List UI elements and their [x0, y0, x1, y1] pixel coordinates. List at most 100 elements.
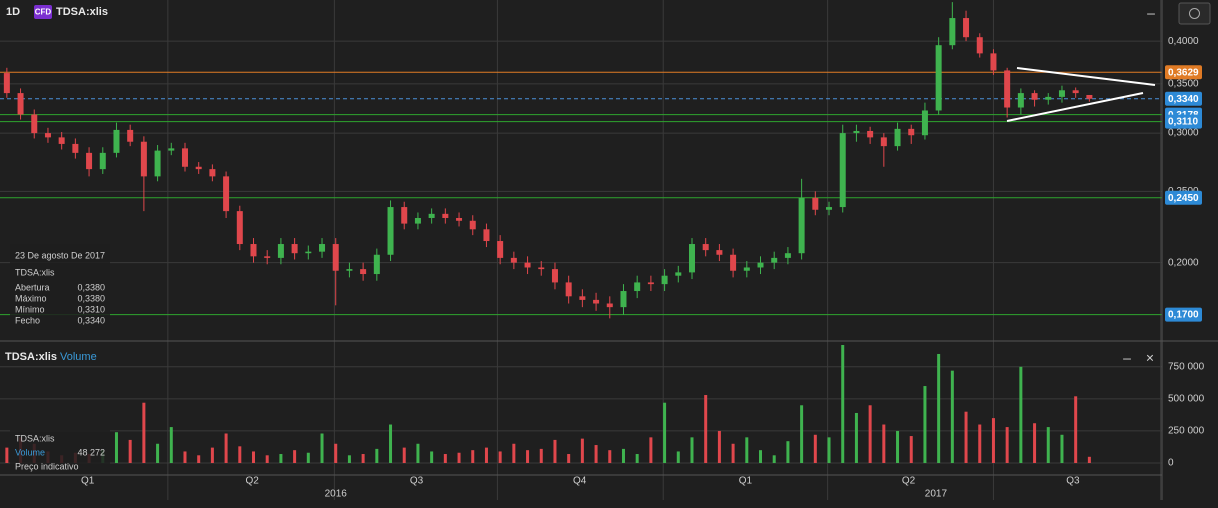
candle-body: [702, 244, 709, 251]
volume-bar: [1033, 423, 1037, 463]
volume-bar: [279, 454, 283, 463]
candle-body: [387, 207, 394, 255]
candle-body: [277, 244, 284, 258]
volume-bar: [471, 450, 475, 463]
volume-bar: [813, 434, 817, 463]
volume-symbol: TDSA:xlis: [5, 351, 57, 363]
volume-info-value: 48 272: [77, 447, 105, 457]
candle-body: [332, 244, 339, 271]
candle-body: [1072, 90, 1079, 94]
volume-bar: [649, 437, 653, 463]
volume-bar: [882, 424, 886, 463]
volume-bar: [484, 447, 488, 463]
candle-body: [771, 257, 778, 263]
volume-bar: [745, 437, 749, 463]
volume-bar: [210, 447, 214, 463]
candle-body: [1058, 90, 1065, 97]
level-label: 0,1700: [1168, 310, 1199, 321]
candle-body: [1004, 70, 1011, 108]
volume-bar: [621, 448, 625, 463]
volume-bar: [293, 450, 297, 463]
volume-bar: [265, 455, 269, 463]
trend-line: [1006, 92, 1144, 122]
symbol: TDSA:xlis: [56, 6, 108, 18]
level-label-bg: [1165, 190, 1202, 205]
candle-body: [1045, 96, 1052, 100]
candle-body: [510, 257, 517, 263]
candle-body: [44, 133, 51, 138]
volume-info-label: Volume: [15, 447, 45, 457]
volume-bar: [457, 452, 461, 463]
volume-bar: [1005, 427, 1009, 463]
candle-body: [401, 207, 408, 224]
candle-body: [1086, 94, 1093, 99]
volume-bar: [991, 418, 995, 463]
volume-bar: [937, 353, 941, 463]
volume-bar: [5, 447, 9, 463]
candle-body: [3, 73, 10, 94]
volume-bar: [1019, 366, 1023, 463]
minimize[interactable]: –: [1147, 5, 1155, 21]
volume-bar: [1074, 396, 1078, 463]
volume-bar: [786, 441, 790, 463]
candle-body: [373, 254, 380, 275]
candle-body: [127, 129, 134, 142]
info-value: 0,3340: [77, 315, 105, 325]
candle-body: [346, 269, 353, 271]
y-tick-label: 750 000: [1168, 361, 1205, 372]
volume-bar: [402, 447, 406, 463]
volume-info-symbol: TDSA:xlis: [15, 433, 55, 443]
candle-body: [976, 37, 983, 54]
candle-body: [428, 213, 435, 218]
level-label: 0,3340: [1168, 94, 1199, 105]
volume-bar: [896, 430, 900, 463]
candle-body: [593, 299, 600, 304]
level-label-bg: [1165, 91, 1202, 106]
candle-body: [469, 220, 476, 230]
badge: CFD: [35, 8, 52, 17]
level-label-bg: [1165, 65, 1202, 80]
volume-bar: [224, 433, 228, 463]
candle-body: [524, 262, 531, 268]
x-tick-label: Q2: [902, 476, 916, 487]
candle-body: [730, 254, 737, 271]
candle-body: [17, 93, 24, 115]
trend-line: [1016, 67, 1156, 86]
close[interactable]: ×: [1146, 350, 1154, 366]
volume-bar: [759, 450, 763, 463]
volume-bar: [909, 436, 913, 463]
candle-body: [812, 197, 819, 210]
candle-body: [168, 148, 175, 151]
volume-info-note: Preço indicativo: [15, 461, 79, 471]
volume-bar: [717, 430, 721, 463]
candle-body: [483, 229, 490, 242]
info-label: Máximo: [15, 293, 47, 303]
volume-bar: [690, 437, 694, 463]
x-tick-label: Q3: [410, 476, 424, 487]
minimize[interactable]: –: [1123, 350, 1131, 366]
candle-body: [236, 211, 243, 245]
info-value: 0,3310: [77, 304, 105, 314]
candle-body: [58, 137, 65, 144]
year-label: 2017: [925, 489, 948, 500]
y-tick-label: 0,3000: [1168, 128, 1199, 139]
volume-bar: [827, 437, 831, 463]
candle-body: [990, 53, 997, 71]
info-symbol: TDSA:xlis: [15, 267, 55, 277]
candle-body: [414, 217, 421, 224]
candle-body: [360, 269, 367, 275]
volume-bar: [306, 452, 310, 463]
clock-button[interactable]: [1178, 2, 1211, 25]
candle-body: [867, 130, 874, 138]
candle-body: [675, 272, 682, 276]
candle-body: [497, 241, 504, 258]
candle-body: [456, 217, 463, 221]
level-label: 0,2450: [1168, 193, 1199, 204]
level-label: 0,3629: [1168, 67, 1199, 78]
year-label: 2016: [325, 489, 348, 500]
candle-body: [826, 207, 833, 210]
volume-bar: [553, 439, 557, 463]
candle-body: [442, 213, 449, 218]
y-tick-label: 0,2000: [1168, 257, 1199, 268]
